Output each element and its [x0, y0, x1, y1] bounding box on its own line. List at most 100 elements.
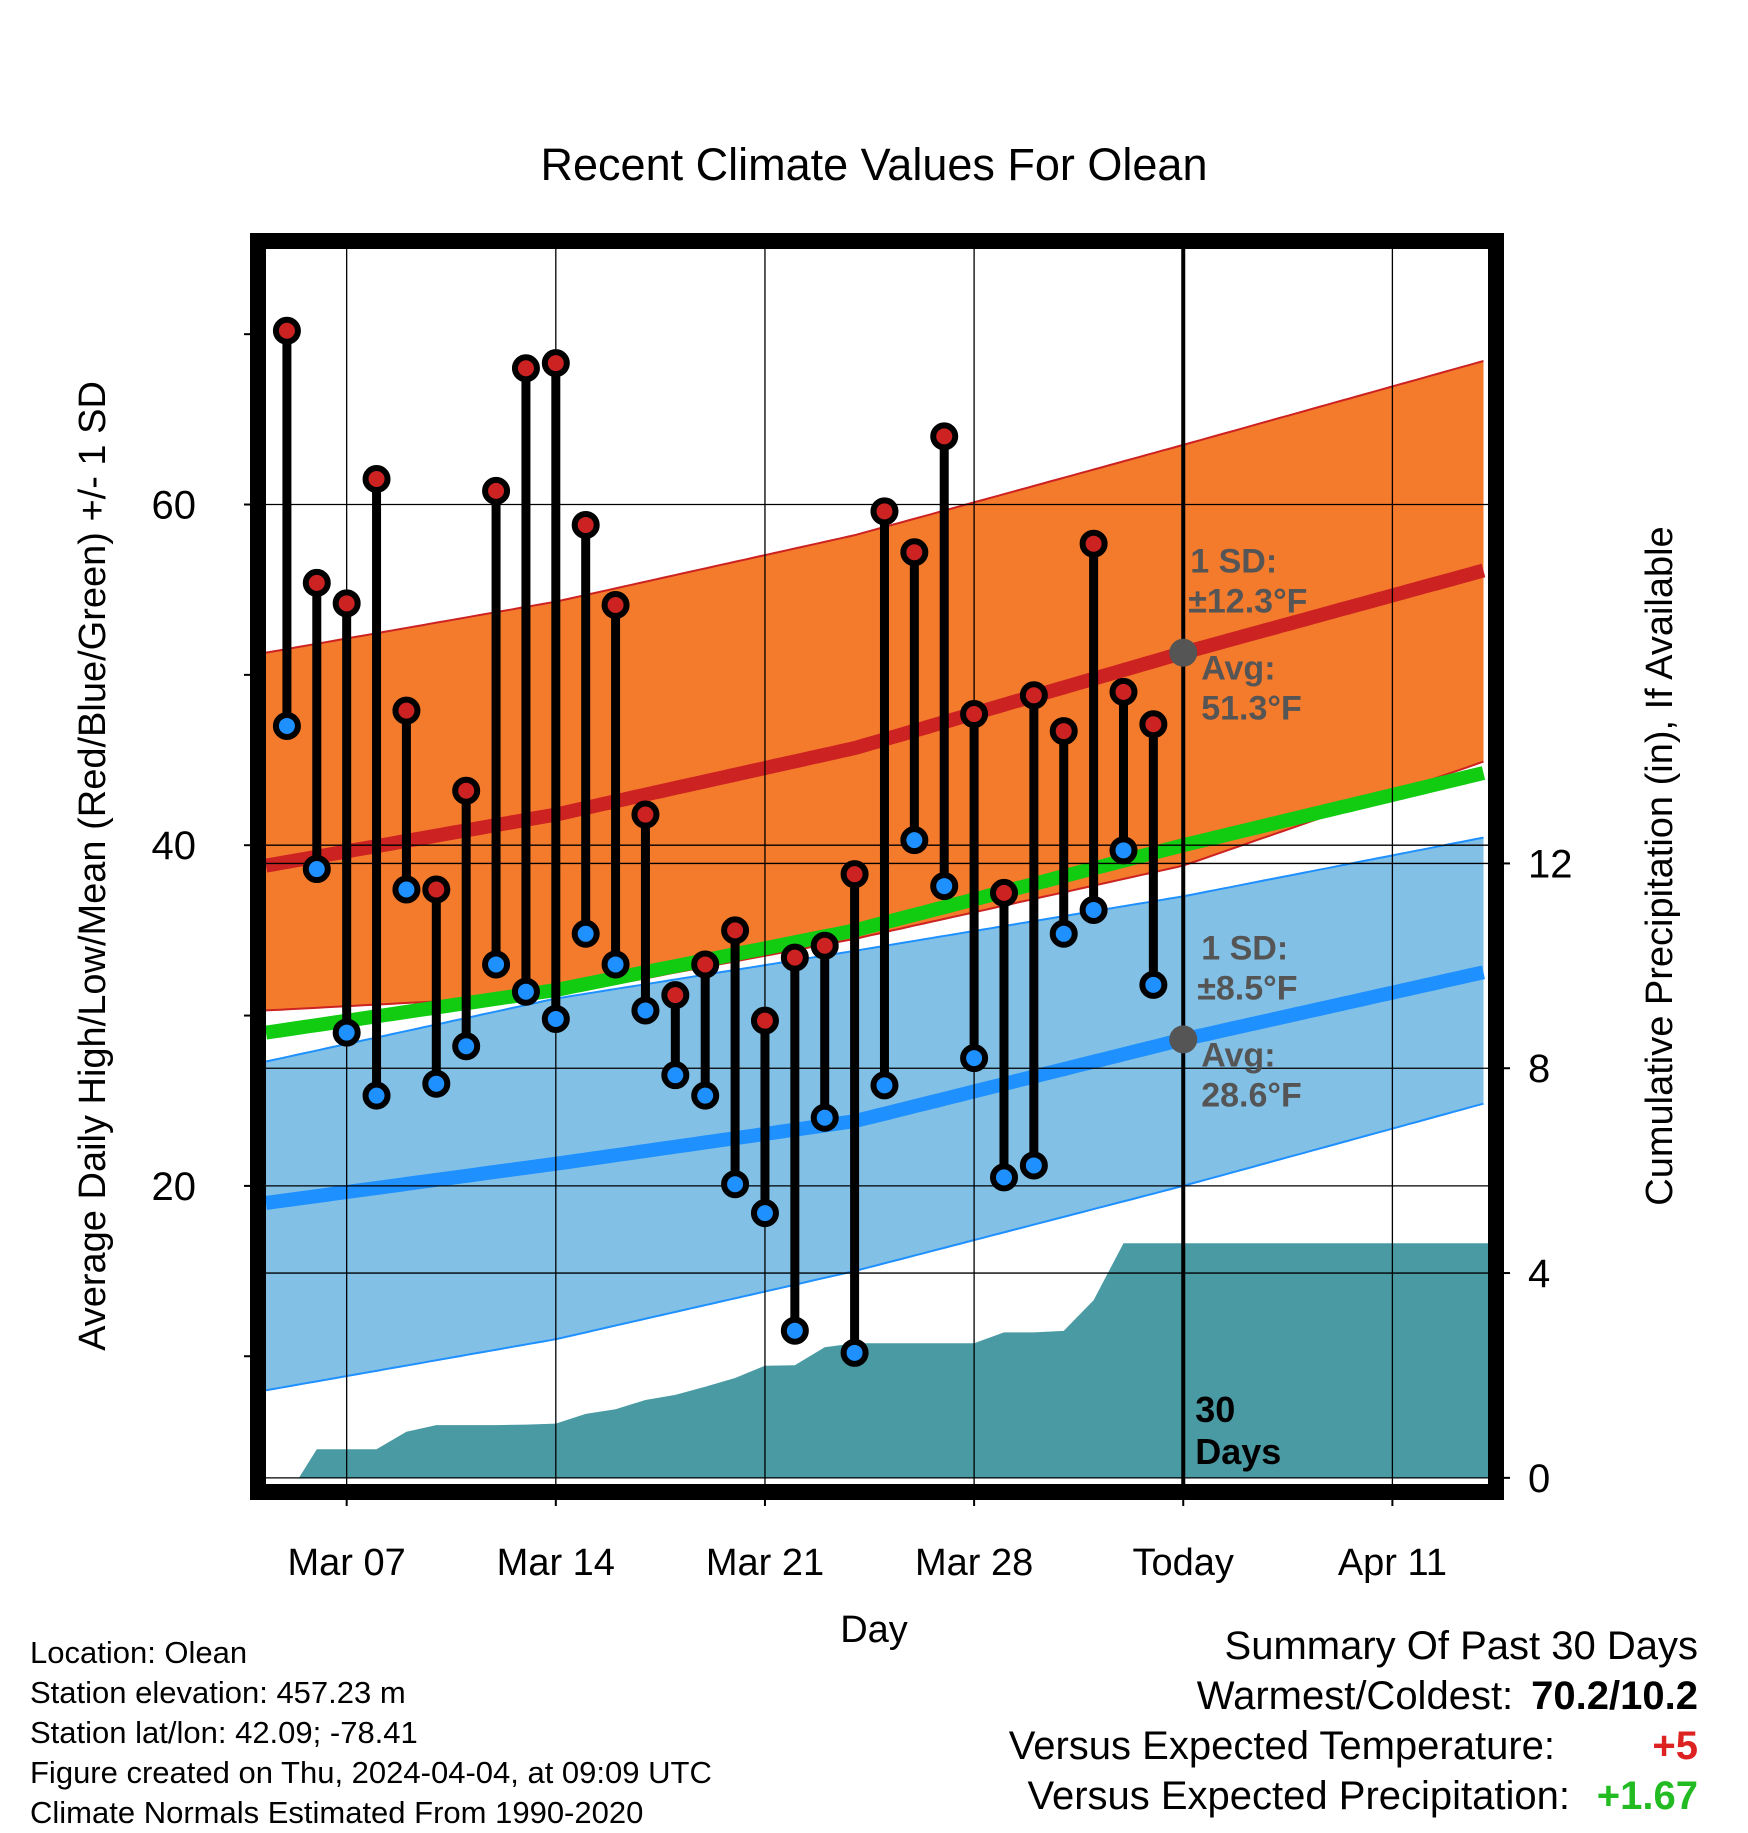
daily-low-point [571, 919, 600, 948]
x-tick-label: Today [1133, 1542, 1234, 1584]
daily-low-point [1079, 895, 1108, 924]
daily-low-point [1049, 919, 1078, 948]
daily-high-point [362, 464, 391, 493]
y-axis-label-left: Average Daily High/Low/Mean (Red/Blue/Gr… [72, 381, 114, 1351]
location-text: Location: Olean [30, 1635, 248, 1670]
daily-high-point [452, 776, 481, 805]
high-sd-value: ±12.3°F [1188, 583, 1307, 621]
precip-departure-label: Versus Expected Precipitation: [1027, 1774, 1570, 1818]
created-text: Figure created on Thu, 2024-04-04, at 09… [30, 1755, 712, 1790]
y-tick-label-left: 60 [152, 484, 197, 528]
daily-high-point [392, 696, 421, 725]
daily-high-point [810, 931, 839, 960]
chart-overlay: Mar 07 Mar 14 Mar 21 Mar 28 Today Apr 1120406… [152, 233, 1573, 1584]
daily-low-point [422, 1069, 451, 1098]
warmest-coldest-row: Warmest/Coldest: 70.2/10.2 [938, 1671, 1698, 1721]
daily-low-point [750, 1199, 779, 1228]
daily-high-point [661, 981, 690, 1010]
daily-low-point [810, 1103, 839, 1132]
low-sd-label: 1 SD: [1201, 929, 1288, 967]
daily-low-point [482, 950, 511, 979]
precip-departure-value: +1.67 [1596, 1774, 1698, 1818]
x-tick-label: Mar 21 [706, 1542, 824, 1584]
daily-high-point [422, 875, 451, 904]
daily-low-point [721, 1170, 750, 1199]
daily-high-point [1109, 677, 1138, 706]
daily-high-point [1049, 717, 1078, 746]
latlon-text: Station lat/lon: 42.09; -78.41 [30, 1715, 418, 1750]
daily-high-point [482, 476, 511, 505]
normals-text: Climate Normals Estimated From 1990-2020 [30, 1795, 644, 1830]
daily-low-point [1139, 970, 1168, 999]
warmest-coldest-label: Warmest/Coldest: [1196, 1674, 1514, 1718]
daily-low-point [452, 1032, 481, 1061]
x-tick-label: Mar 07 [288, 1542, 406, 1584]
y-tick-label-right: 4 [1528, 1252, 1550, 1296]
daily-low-point [691, 1081, 720, 1110]
precip-departure-row: Versus Expected Precipitation: +1.67 [938, 1771, 1698, 1821]
daily-high-point [1079, 529, 1108, 558]
daily-low-point [302, 855, 331, 884]
daily-high-point [989, 878, 1018, 907]
daily-high-point [870, 497, 899, 526]
y-tick-label-right: 0 [1528, 1457, 1550, 1501]
y-tick-label-left: 20 [152, 1165, 197, 1209]
daily-low-point [870, 1071, 899, 1100]
daily-low-point [930, 872, 959, 901]
daily-low-point [661, 1061, 690, 1090]
daily-high-point [511, 354, 540, 383]
daily-low-point [1019, 1151, 1048, 1180]
x-tick-label: Mar 14 [497, 1542, 615, 1584]
daily-low-point [362, 1081, 391, 1110]
chart-title: Recent Climate Values For Olean [541, 139, 1208, 190]
low-avg-value: 28.6°F [1201, 1076, 1302, 1114]
daily-high-point [332, 589, 361, 618]
daily-low-point [541, 1004, 570, 1033]
daily-low-point [989, 1163, 1018, 1192]
daily-high-point [750, 1006, 779, 1035]
y-tick-label-left: 40 [152, 824, 197, 868]
daily-high-point [1139, 710, 1168, 739]
warmest-coldest-value: 70.2/10.2 [1531, 1674, 1698, 1718]
daily-low-point [631, 996, 660, 1025]
y-tick-label-right: 8 [1528, 1047, 1550, 1091]
daily-low-point [511, 977, 540, 1006]
daily-low-point [960, 1044, 989, 1073]
high-plus-sd-line [266, 360, 1484, 654]
x-tick-label: Mar 28 [915, 1542, 1033, 1584]
temp-departure-row: Versus Expected Temperature: +5 [938, 1721, 1698, 1771]
daily-high-point [272, 316, 301, 345]
high-avg-marker [1169, 638, 1198, 667]
daily-high-point [960, 700, 989, 729]
daily-high-point [840, 860, 869, 889]
high-avg-value: 51.3°F [1201, 690, 1302, 728]
daily-high-point [780, 943, 809, 972]
figure-metadata: Location: Olean Station elevation: 457.2… [30, 1633, 712, 1833]
daily-low-point [840, 1338, 869, 1367]
daily-high-point [631, 800, 660, 829]
high-sd-label: 1 SD: [1190, 543, 1277, 581]
daily-low-point [392, 875, 421, 904]
daily-high-point [302, 568, 331, 597]
summary-panel: Summary Of Past 30 Days Warmest/Coldest:… [938, 1621, 1698, 1821]
daily-high-point [930, 422, 959, 451]
daily-high-point [601, 591, 630, 620]
daily-low-point [272, 711, 301, 740]
daily-low-point [1109, 836, 1138, 865]
daily-high-point [541, 349, 570, 378]
temp-departure-value: +5 [1652, 1724, 1698, 1768]
summary-title: Summary Of Past 30 Days [1224, 1624, 1698, 1668]
daily-high-point [900, 538, 929, 567]
high-avg-label: Avg: [1201, 650, 1275, 688]
temp-departure-label: Versus Expected Temperature: [1008, 1724, 1555, 1768]
low-minus-sd-line [266, 1102, 1484, 1392]
daily-high-point [1019, 681, 1048, 710]
daily-low-point [900, 826, 929, 855]
period-label-number: 30 [1195, 1389, 1235, 1430]
y-tick-label-right: 12 [1528, 842, 1573, 886]
daily-high-point [721, 916, 750, 945]
y-axis-label-right: Cumulative Precipitation (in), If Availa… [1639, 526, 1681, 1205]
x-axis-label: Day [840, 1609, 908, 1651]
